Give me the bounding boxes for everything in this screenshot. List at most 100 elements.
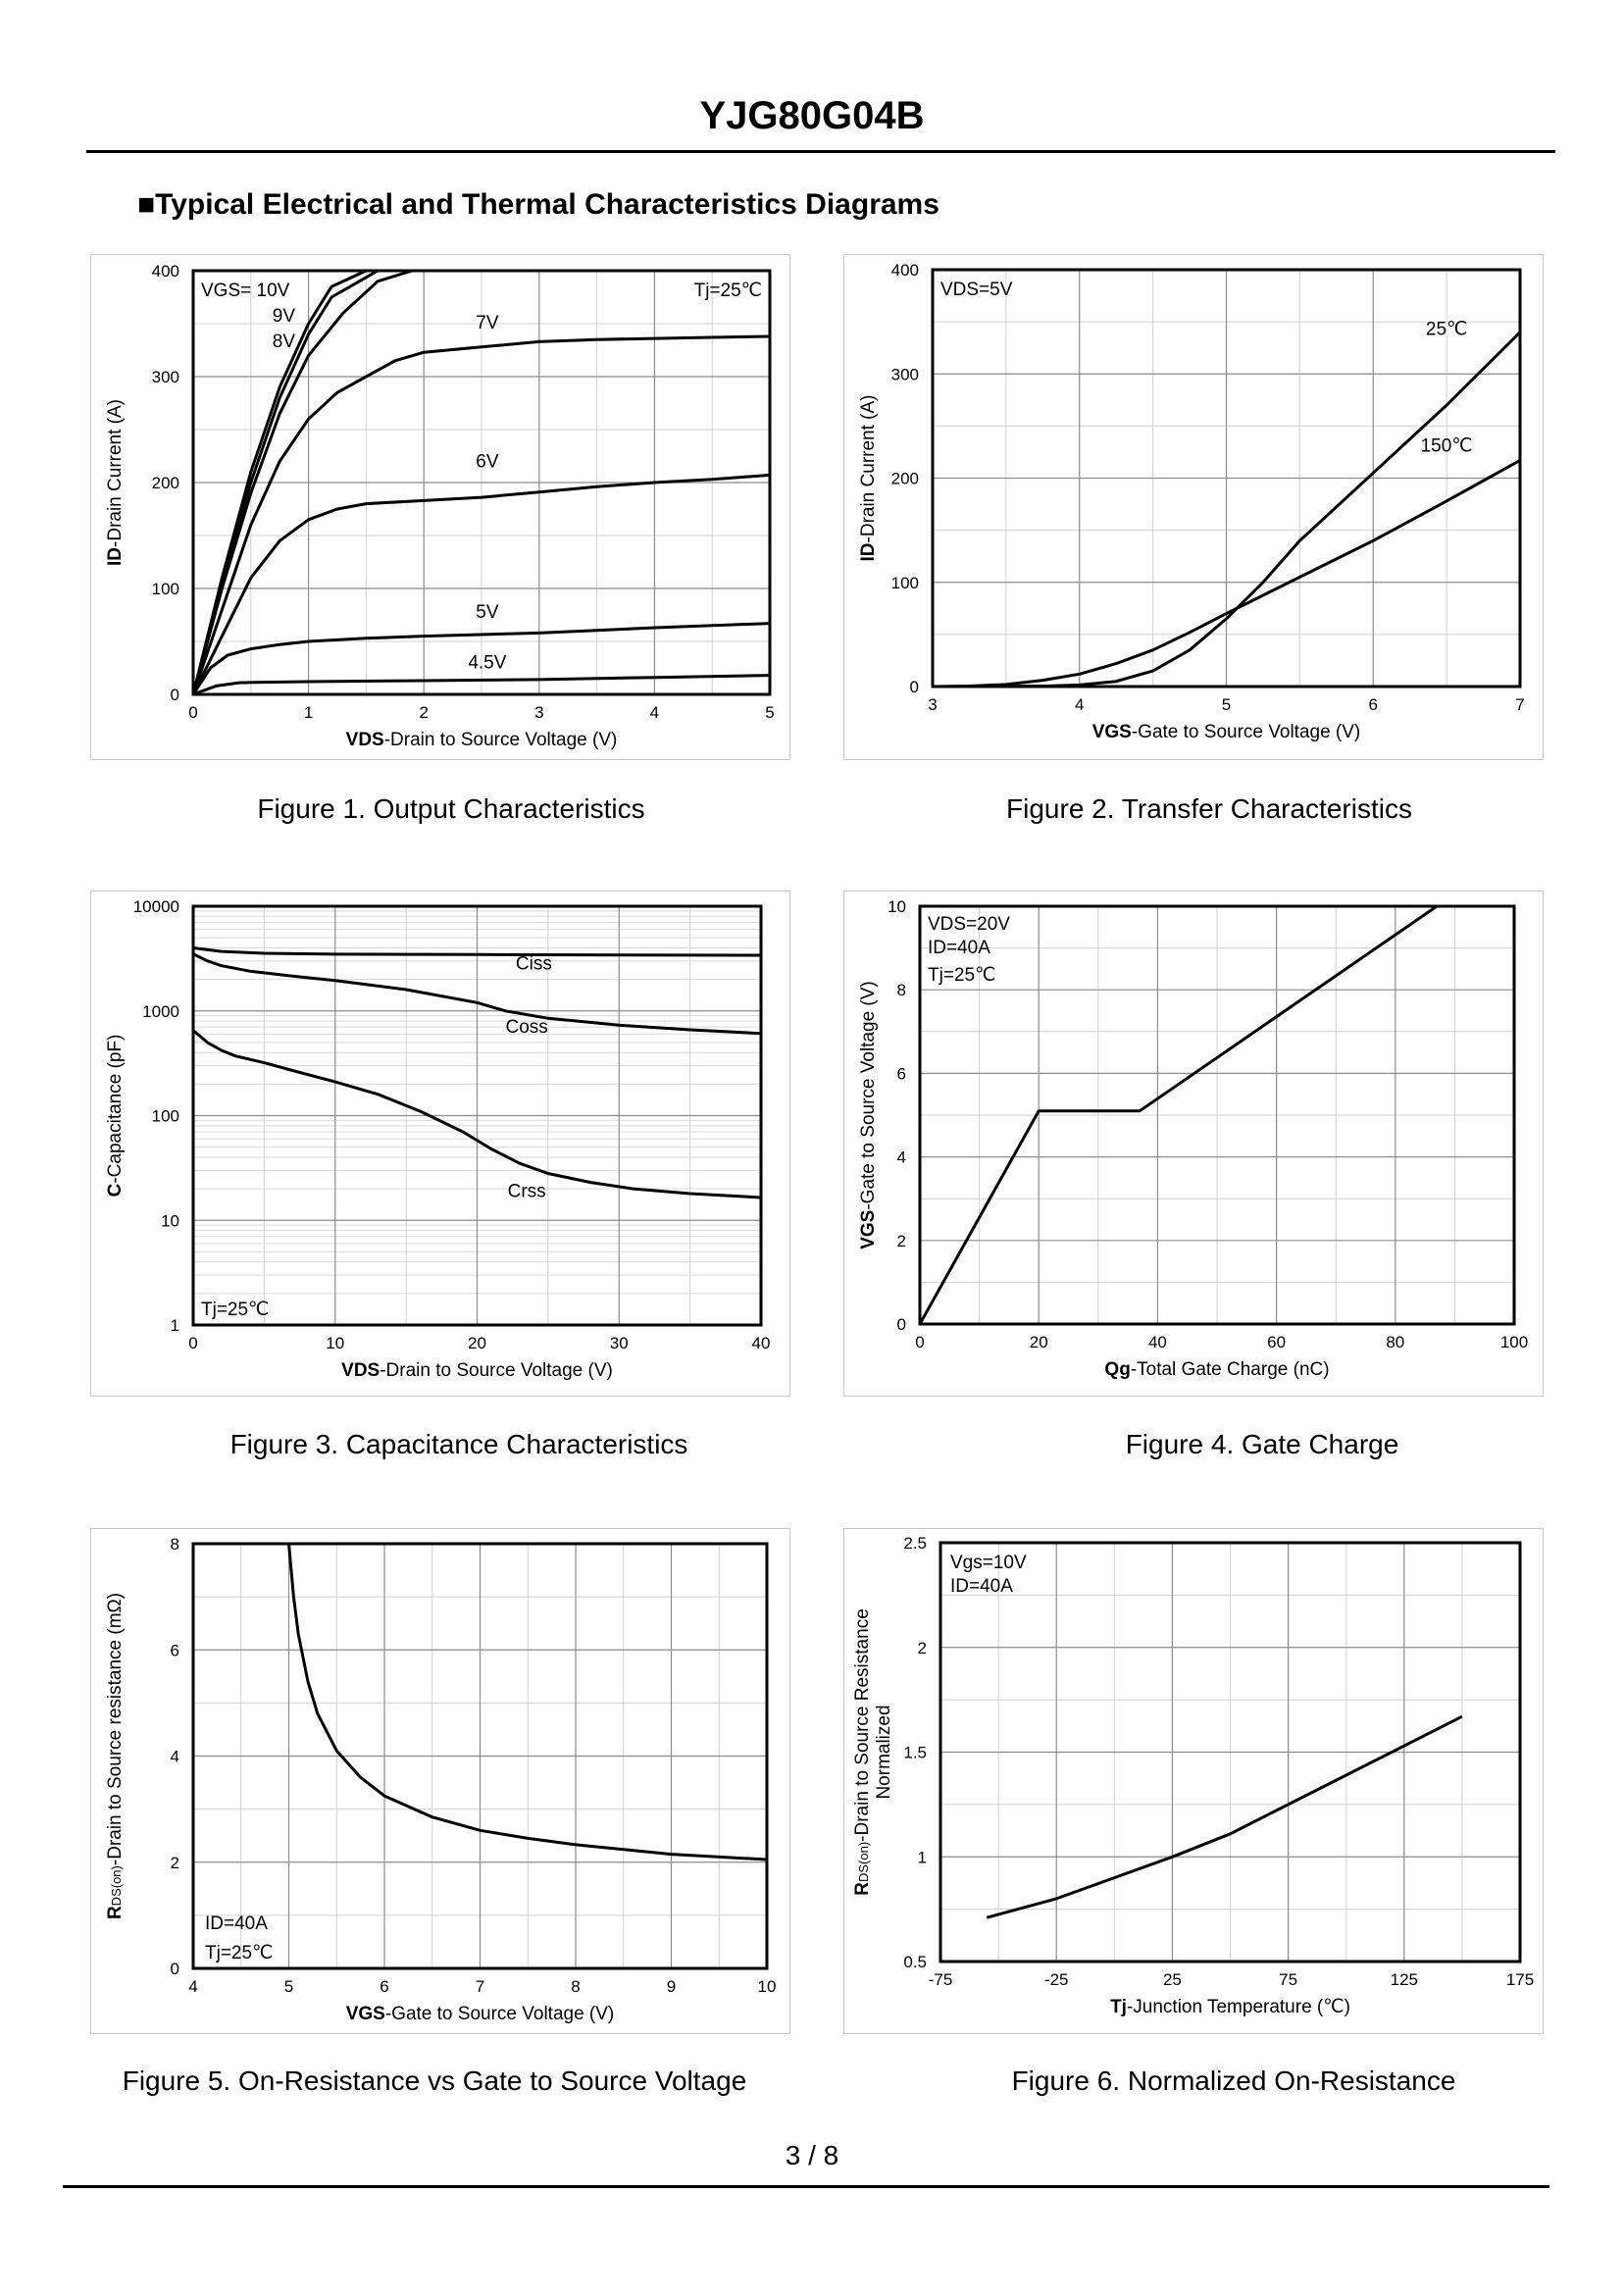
figure-5-caption: Figure 5. On-Resistance vs Gate to Sourc… [122, 2065, 747, 2096]
x-tick-label: 60 [1267, 1333, 1286, 1351]
chart-annotation: Tj=25℃ [201, 1300, 269, 1320]
x-tick-label: 40 [752, 1334, 771, 1352]
y-tick-label: 100 [891, 574, 919, 592]
series-line-Crss [193, 1029, 761, 1199]
chart-annotation: Vgs=10V [950, 1553, 1027, 1573]
y-tick-label: 1 [171, 1316, 179, 1335]
normalized-on-resistance-chart: -75 -25 25 75 125 175 0.5 1 1.5 2 2.5 Vgs=10V ID=40A… [852, 1534, 1534, 2017]
y-tick-label: 8 [897, 981, 906, 999]
x-tick-label: 125 [1391, 1970, 1418, 1989]
y-tick-label: 10 [888, 897, 906, 916]
series-label-25℃: 25℃ [1426, 319, 1467, 339]
plot-frame [918, 904, 1516, 1326]
section-heading: ■Typical Electrical and Thermal Characte… [137, 188, 939, 221]
x-tick-label: 80 [1386, 1333, 1404, 1351]
x-tick-label: -25 [1044, 1970, 1069, 1989]
series-label-6V: 6V [476, 451, 499, 472]
transfer-characteristics-chart: 3 4 5 6 7 0 100 200 300 400 25℃ 150℃ VDS=5V VGS-Gate … [858, 261, 1525, 742]
x-axis-label: VGS-Gate to Source Voltage (V) [346, 2004, 615, 2024]
series-line-8V [193, 271, 413, 694]
chart-annotation: ID=40A [950, 1576, 1013, 1597]
y-tick-label: 10 [161, 1211, 179, 1230]
x-tick-label: 40 [1148, 1333, 1167, 1351]
series-line-5V [193, 622, 770, 694]
x-tick-label: 9 [667, 1977, 676, 1996]
y-tick-label: 100 [152, 580, 179, 598]
plot-frame [931, 268, 1522, 688]
series-label-Coss: Coss [506, 1017, 548, 1038]
y-tick-label: 1 [918, 1848, 927, 1866]
figure-5-panel: 4 5 6 7 8 9 10 0 2 4 6 8 ID=40A Tj=25℃ VGS-Gate to Sou… [90, 1528, 790, 2034]
chart-annotation: Tj=25℃ [694, 280, 762, 301]
x-axis-label: VDS-Drain to Source Voltage (V) [346, 730, 618, 750]
x-tick-label: 8 [571, 1977, 580, 1996]
series-line-150℃ [933, 459, 1520, 687]
x-tick-label: 4 [650, 703, 659, 722]
series-line-Ciss [193, 946, 761, 957]
x-axis-label: Qg-Total Gate Charge (nC) [1104, 1359, 1329, 1380]
x-tick-label: 1 [304, 703, 313, 722]
x-tick-label: 30 [610, 1334, 629, 1352]
figure-1-panel: 0 1 2 3 4 5 0 100 200 300 400 7V 6V 5V 4.5V VGS= 10V 9V 8… [90, 254, 790, 760]
x-tick-label: 3 [928, 695, 937, 714]
y-tick-label: 0 [171, 1960, 179, 1978]
x-tick-label: 2 [419, 703, 428, 722]
output-characteristics-chart: 0 1 2 3 4 5 0 100 200 300 400 7V 6V 5V 4.5V VGS= 10V 9V 8… [105, 262, 775, 750]
x-tick-label: 7 [476, 1977, 484, 1996]
x-tick-label: 5 [765, 703, 774, 722]
header-rule [86, 150, 1555, 153]
page-number: 3 / 8 [785, 2140, 839, 2170]
x-tick-label: 4 [188, 1977, 197, 1996]
y-tick-label: 4 [171, 1748, 179, 1766]
x-axis-label: Tj-Junction Temperature (℃) [1110, 1997, 1350, 2017]
plot-frame [191, 1542, 769, 1970]
y-tick-label: 2 [897, 1232, 906, 1250]
x-tick-label: -75 [929, 1970, 953, 1989]
x-tick-label: 75 [1279, 1970, 1297, 1989]
plot-frame [939, 1541, 1522, 1963]
footer-rule [63, 2185, 1549, 2188]
x-tick-label: 5 [1222, 695, 1231, 714]
figure-4-caption: Figure 4. Gate Charge [1125, 1429, 1399, 1459]
figure-2-panel: 3 4 5 6 7 0 100 200 300 400 25℃ 150℃ VDS=5V VGS-Gate … [843, 254, 1544, 760]
x-tick-label: 4 [1075, 695, 1084, 714]
y-tick-label: 2 [918, 1639, 927, 1657]
chart-annotation: VGS= 10V [201, 280, 290, 301]
x-tick-label: 20 [1030, 1333, 1048, 1351]
y-axis-label: VGS-Gate to Source Voltage (V) [858, 981, 879, 1249]
x-tick-label: 6 [1369, 695, 1378, 714]
y-tick-label: 4 [897, 1148, 906, 1167]
y-tick-label: 1000 [142, 1002, 179, 1021]
chart-annotation: Tj=25℃ [205, 1943, 273, 1963]
y-tick-label: 0.5 [903, 1953, 927, 1971]
y-tick-label: 400 [891, 261, 919, 280]
y-axis-label: ID-Drain Current (A) [858, 395, 879, 562]
x-tick-label: 0 [915, 1333, 924, 1351]
series-line-25℃ [933, 331, 1520, 687]
y-tick-label: 6 [897, 1064, 906, 1083]
y-tick-label: 0 [897, 1315, 906, 1334]
series-line-RDS(on) norm [986, 1714, 1463, 1919]
y-tick-label: 100 [152, 1107, 179, 1126]
y-tick-label: 2 [171, 1854, 179, 1872]
x-axis-label: VGS-Gate to Source Voltage (V) [1092, 722, 1361, 742]
x-tick-label: 25 [1163, 1970, 1182, 1989]
y-tick-label: 0 [910, 678, 919, 696]
y-axis-label: ID-Drain Current (A) [105, 399, 126, 566]
x-tick-label: 6 [380, 1977, 388, 1996]
x-tick-label: 3 [534, 703, 543, 722]
x-tick-label: 10 [758, 1977, 777, 1996]
x-axis-label: VDS-Drain to Source Voltage (V) [341, 1360, 613, 1381]
plot-frame [191, 904, 763, 1327]
series-label-Crss: Crss [508, 1182, 546, 1202]
series-label-7V: 7V [476, 313, 499, 333]
y-tick-label: 300 [152, 368, 179, 386]
series-line-RDS(on) [287, 1544, 767, 1861]
series-line-9V [193, 271, 379, 694]
x-tick-label: 100 [1500, 1333, 1528, 1351]
chart-annotation: ID=40A [205, 1913, 268, 1934]
y-tick-label: 6 [171, 1641, 179, 1659]
series-line-VGS [920, 906, 1439, 1324]
chart-annotation: VDS=5V [940, 280, 1013, 300]
y-axis-label-line2: Normalized [874, 1705, 894, 1799]
